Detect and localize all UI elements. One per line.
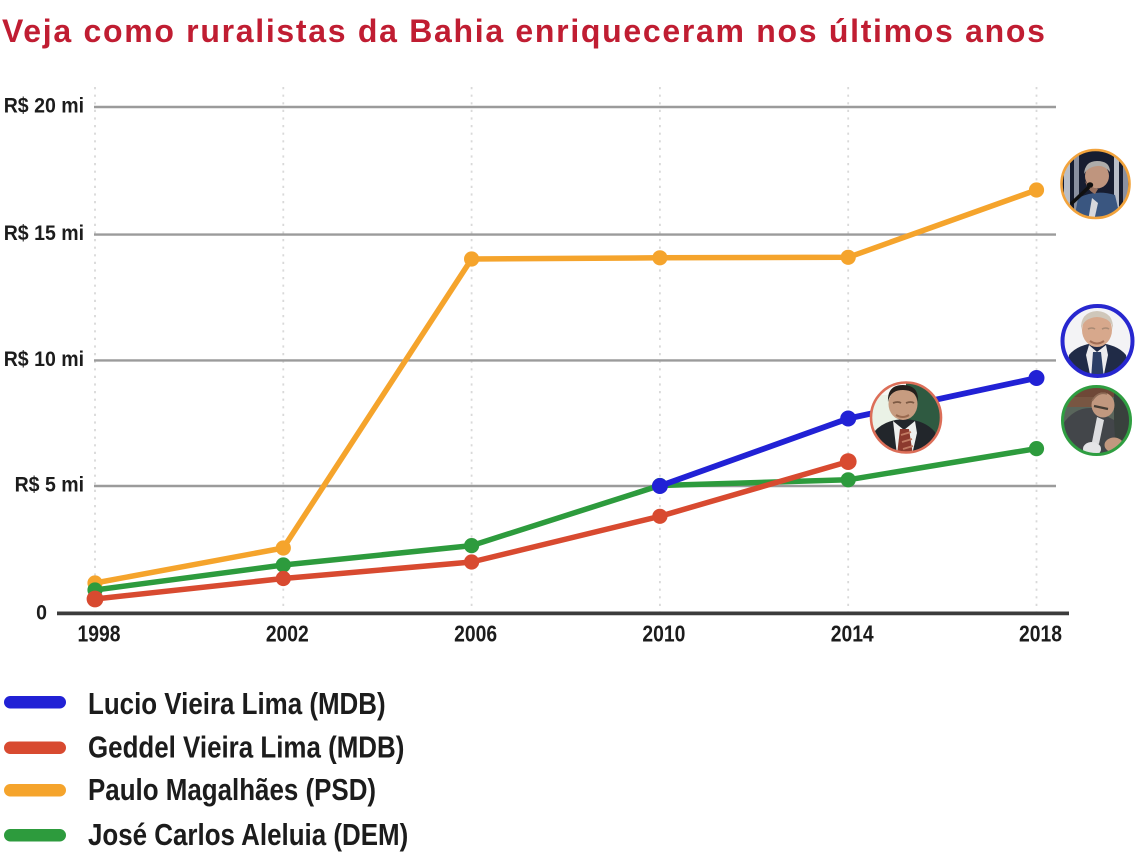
svg-text:Veja como ruralistas da Bahia: Veja como ruralistas da Bahia enriquecer… xyxy=(2,13,1047,49)
svg-text:R$ 10 mi: R$ 10 mi xyxy=(4,348,84,371)
svg-text:2014: 2014 xyxy=(831,622,874,647)
svg-text:1998: 1998 xyxy=(78,622,121,647)
svg-text:0: 0 xyxy=(36,602,47,625)
svg-text:2006: 2006 xyxy=(454,622,497,647)
svg-text:2018: 2018 xyxy=(1019,622,1062,647)
svg-text:Paulo Magalhães (PSD): Paulo Magalhães (PSD) xyxy=(88,772,376,806)
svg-text:Lucio Vieira Lima (MDB): Lucio Vieira Lima (MDB) xyxy=(88,686,386,720)
svg-text:R$ 5 mi: R$ 5 mi xyxy=(15,474,84,497)
svg-text:Geddel Vieira Lima (MDB): Geddel Vieira Lima (MDB) xyxy=(88,729,404,763)
svg-text:2010: 2010 xyxy=(642,622,685,647)
svg-text:2002: 2002 xyxy=(266,622,309,647)
svg-text:R$ 15 mi: R$ 15 mi xyxy=(4,223,84,246)
svg-text:R$ 20 mi: R$ 20 mi xyxy=(4,95,84,118)
svg-text:José Carlos Aleluia (DEM): José Carlos Aleluia (DEM) xyxy=(88,817,408,851)
